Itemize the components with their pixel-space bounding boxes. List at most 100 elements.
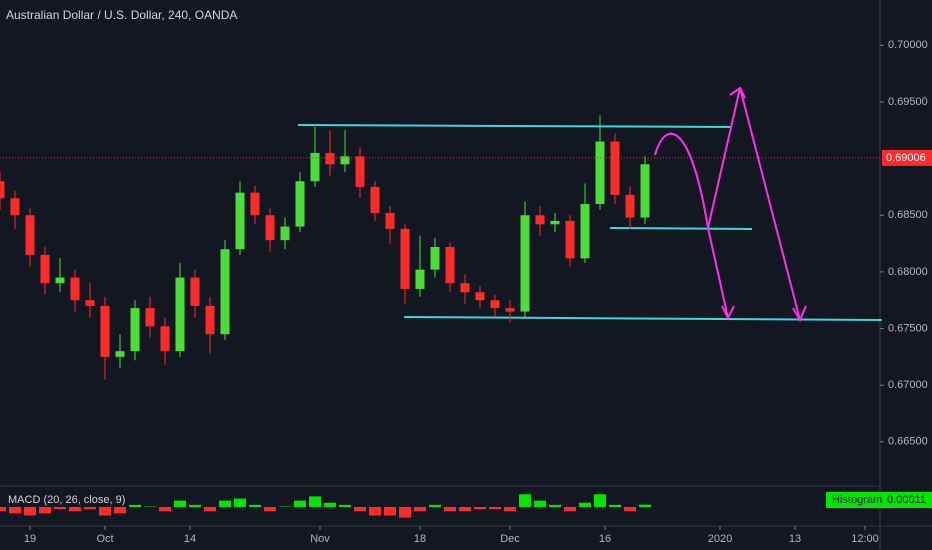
candle-body xyxy=(520,215,530,312)
x-tick-label: 16 xyxy=(599,533,611,545)
candle-body xyxy=(175,277,185,352)
macd-bar xyxy=(264,507,276,512)
macd-bar xyxy=(159,507,171,512)
macd-bar xyxy=(234,498,246,507)
candle-body xyxy=(370,186,380,213)
candle-body xyxy=(10,198,20,216)
macd-bar xyxy=(249,504,261,507)
macd-bar xyxy=(39,507,51,514)
candle-body xyxy=(505,308,515,312)
y-tick-label: 0.68500 xyxy=(888,209,928,221)
candle-body xyxy=(625,194,635,218)
macd-bar xyxy=(324,502,336,507)
macd-bar xyxy=(474,507,486,510)
macd-bar xyxy=(639,504,651,507)
candle-body xyxy=(490,300,500,309)
y-tick-label: 0.67500 xyxy=(888,322,928,334)
arrow xyxy=(739,87,807,323)
x-tick-label: 12:00 xyxy=(851,533,879,545)
y-tick-label: 0.68000 xyxy=(888,266,928,278)
candle-body xyxy=(145,308,155,327)
x-tick-label: Nov xyxy=(310,533,330,545)
candle-body xyxy=(220,249,230,335)
macd-bar xyxy=(0,507,6,512)
candle-body xyxy=(190,277,200,306)
x-tick-label: 14 xyxy=(184,533,196,545)
macd-bar xyxy=(564,507,576,512)
candle-body xyxy=(205,305,215,335)
candle-body xyxy=(535,215,545,225)
candle-body xyxy=(385,212,395,229)
candle-body xyxy=(400,228,410,289)
candle-body xyxy=(100,305,110,357)
macd-bar xyxy=(9,507,21,514)
candle-body xyxy=(160,326,170,352)
macd-bar xyxy=(444,507,456,512)
candle-body xyxy=(325,152,335,165)
macd-bar xyxy=(414,507,426,512)
macd-pane xyxy=(0,494,651,518)
candle-body xyxy=(130,308,140,352)
candle-body xyxy=(340,156,350,165)
candle-body xyxy=(355,156,365,187)
candle-body xyxy=(70,277,80,301)
macd-label: MACD (20, 26, close, 9) xyxy=(8,494,125,506)
macd-bar xyxy=(294,500,306,507)
macd-bar xyxy=(384,507,396,516)
candle-body xyxy=(25,215,35,255)
y-tick-label: 0.67000 xyxy=(888,379,928,391)
support-line xyxy=(403,316,883,321)
macd-bar xyxy=(459,507,471,512)
candle-body xyxy=(250,192,260,216)
candle-body xyxy=(310,152,320,182)
candle-body xyxy=(580,203,590,259)
candle-body xyxy=(40,254,50,284)
arrow xyxy=(707,227,735,321)
candle-body xyxy=(415,269,425,289)
candle-body xyxy=(265,215,275,241)
resistance-line xyxy=(297,124,733,128)
candle-body xyxy=(565,220,575,259)
candle-body xyxy=(115,351,125,357)
macd-bar xyxy=(24,507,36,516)
macd-bar xyxy=(204,507,216,512)
candle-body xyxy=(280,226,290,241)
candle-body xyxy=(85,300,95,306)
macd-bar xyxy=(579,502,591,507)
candle-body xyxy=(0,181,5,199)
candle-body xyxy=(640,164,650,218)
y-tick-label: 0.66500 xyxy=(888,436,928,448)
macd-bar xyxy=(354,507,366,512)
candle-body xyxy=(295,181,305,227)
histogram-label: Histogram xyxy=(832,494,882,506)
chart-title: Australian Dollar / U.S. Dollar, 240, OA… xyxy=(6,8,237,22)
histogram-badge xyxy=(826,492,932,508)
y-tick-label: 0.70000 xyxy=(888,39,928,51)
macd-bar xyxy=(519,494,531,507)
macd-bar xyxy=(84,507,96,510)
macd-bar xyxy=(69,507,81,512)
x-tick-label: 13 xyxy=(789,533,801,545)
candle-body xyxy=(430,246,440,270)
macd-bar xyxy=(429,504,441,507)
macd-bar xyxy=(54,507,66,510)
x-tick-label: 2020 xyxy=(708,533,732,545)
arrow xyxy=(654,132,709,229)
macd-bar xyxy=(624,507,636,512)
macd-bar xyxy=(309,496,321,507)
support-line xyxy=(609,227,753,230)
macd-bar xyxy=(339,504,351,507)
candle-body xyxy=(55,277,65,284)
drawings xyxy=(297,86,883,323)
macd-bar xyxy=(549,504,561,507)
macd-bar xyxy=(99,507,111,516)
macd-bar xyxy=(609,504,621,507)
macd-bar xyxy=(174,500,186,507)
y-tick-label: 0.69500 xyxy=(888,96,928,108)
macd-bar xyxy=(399,507,411,518)
x-tick-label: 19 xyxy=(24,533,36,545)
macd-bar xyxy=(594,494,606,507)
macd-bar xyxy=(489,507,501,510)
x-tick-label: Oct xyxy=(96,533,113,545)
